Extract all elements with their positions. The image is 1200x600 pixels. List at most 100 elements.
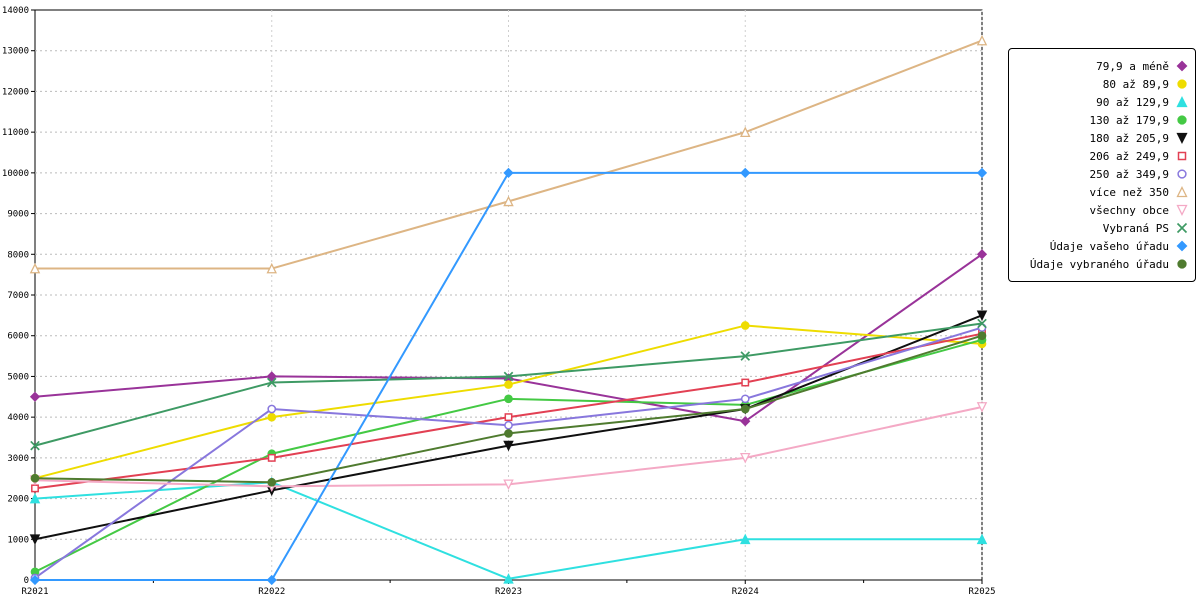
legend-item: 79,9 a méně <box>1015 57 1189 75</box>
legend-diamond-icon <box>1176 60 1188 72</box>
legend-triangle-up-icon <box>1176 186 1188 198</box>
square-marker <box>741 378 750 387</box>
triangle-down-marker <box>503 440 514 452</box>
circle-marker <box>740 321 750 330</box>
y-tick-label: 1000 <box>7 535 29 545</box>
legend-diamond-icon <box>1176 240 1188 252</box>
triangle-up-marker <box>1176 96 1188 108</box>
legend-circle-icon <box>1177 259 1187 269</box>
legend-item: 80 až 89,9 <box>1015 75 1189 93</box>
triangle-up-marker <box>976 34 988 46</box>
diamond-marker <box>29 574 41 586</box>
legend-label: všechny obce <box>1089 203 1169 217</box>
diamond-marker <box>740 416 751 427</box>
legend-label: Vybraná PS <box>1102 221 1169 235</box>
y-tick-label: 11000 <box>2 128 29 138</box>
legend-item: 180 až 205,9 <box>1015 129 1189 147</box>
triangle-up-marker <box>1176 186 1188 198</box>
y-tick-label: 7000 <box>7 291 29 301</box>
y-tick-label: 0 <box>24 576 29 586</box>
series-11 <box>30 331 987 487</box>
x-marker <box>1176 222 1188 234</box>
triangle-up-marker <box>503 573 514 584</box>
y-tick-label: 6000 <box>7 332 29 342</box>
diamond-marker <box>976 167 988 178</box>
diamond-marker <box>29 391 41 402</box>
y-tick-label: 10000 <box>2 169 29 179</box>
legend-item: Údaje vybraného úřadu <box>1015 255 1189 273</box>
y-tick-label: 14000 <box>2 6 29 16</box>
y-tick-label: 9000 <box>7 210 29 220</box>
x-tick-label: R2025 <box>968 587 995 597</box>
legend-triangle-down-icon <box>1176 132 1188 144</box>
circle-marker <box>267 477 277 487</box>
legend-label: 80 až 89,9 <box>1102 77 1169 91</box>
triangle-down-marker <box>976 402 988 413</box>
triangle-down-marker <box>1176 132 1188 144</box>
legend-x-icon <box>1176 222 1188 234</box>
circle-marker <box>267 404 277 414</box>
x-marker <box>740 351 751 361</box>
triangle-up-marker <box>739 533 751 545</box>
legend-label: Údaje vybraného úřadu <box>1029 257 1169 271</box>
legend-item: více než 350 <box>1015 183 1189 201</box>
legend-label: Údaje vašeho úřadu <box>1049 239 1169 253</box>
diamond-marker <box>740 167 751 178</box>
legend-item: Vybraná PS <box>1015 219 1189 237</box>
circle-marker <box>504 380 513 389</box>
diamond-marker <box>503 167 514 178</box>
legend-label: 250 až 349,9 <box>1089 167 1169 181</box>
triangle-down-marker <box>1176 204 1188 216</box>
triangle-up-marker <box>266 262 278 274</box>
x-axis: R2021 R2022 R2023 R2024 R2025 <box>21 10 996 597</box>
x-tick-label: R2021 <box>21 587 48 597</box>
y-tick-label: 12000 <box>2 87 29 97</box>
legend-triangle-down-icon <box>1176 204 1188 216</box>
legend-item: 90 až 129,9 <box>1015 93 1189 111</box>
triangle-up-marker <box>29 262 41 274</box>
legend-circle-icon <box>1177 115 1187 125</box>
diamond-marker <box>1176 60 1188 72</box>
legend-label: 90 až 129,9 <box>1096 95 1169 109</box>
square-marker <box>1177 151 1187 161</box>
legend-item: 250 až 349,9 <box>1015 165 1189 183</box>
y-tick-label: 8000 <box>7 250 29 260</box>
x-marker <box>266 377 277 388</box>
x-marker <box>30 440 40 451</box>
circle-marker <box>1177 115 1187 125</box>
series-10 <box>29 167 988 586</box>
circle-marker <box>30 473 40 483</box>
triangle-down-marker <box>739 453 751 464</box>
circle-marker <box>1177 169 1187 179</box>
circle-marker <box>1177 259 1187 269</box>
triangle-up-marker <box>739 126 751 137</box>
legend-item: Údaje vašeho úřadu <box>1015 237 1189 255</box>
legend-item: všechny obce <box>1015 201 1189 219</box>
circle-marker <box>1177 79 1187 89</box>
x-marker <box>503 371 514 382</box>
legend-label: 130 až 179,9 <box>1089 113 1169 127</box>
x-tick-label: R2023 <box>495 587 522 597</box>
legend-triangle-up-icon <box>1176 96 1188 108</box>
y-axis: 0 1000 2000 3000 4000 5000 6000 7000 8000 9000 100… <box>2 6 982 586</box>
diamond-marker <box>976 249 988 260</box>
circle-marker <box>504 429 513 438</box>
legend-circle-icon <box>1177 79 1187 89</box>
chart-legend: 79,9 a méně 80 až 89,9 90 až 129,9 130 až 1… <box>1008 48 1196 282</box>
square-marker <box>267 453 276 462</box>
y-tick-label: 4000 <box>7 413 29 423</box>
circle-marker <box>977 331 987 341</box>
legend-label: více než 350 <box>1089 185 1169 199</box>
circle-marker <box>740 394 750 404</box>
triangle-up-marker <box>503 195 514 207</box>
triangle-up-marker <box>29 492 41 504</box>
triangle-down-marker <box>29 534 41 545</box>
circle-marker <box>504 420 513 430</box>
series-6 <box>30 323 987 583</box>
x-marker <box>977 318 987 329</box>
legend-label: 206 až 249,9 <box>1089 149 1169 163</box>
legend-item: 206 až 249,9 <box>1015 147 1189 165</box>
diamond-marker <box>1176 240 1188 252</box>
series-9 <box>30 318 987 451</box>
